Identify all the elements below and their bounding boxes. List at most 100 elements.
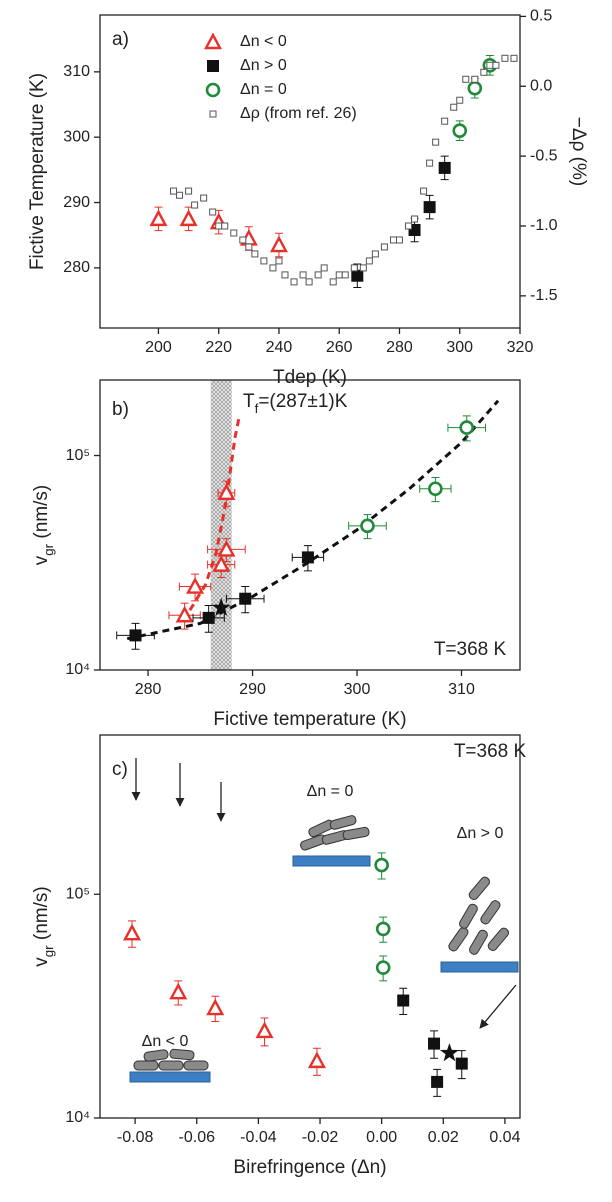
legend-marker [205, 82, 221, 98]
x-tick-label: -0.04 [240, 1129, 277, 1146]
triangle-marker [123, 923, 142, 941]
x-tick-label: 310 [448, 681, 475, 698]
legend-label: Δn = 0 [240, 81, 287, 98]
x-tick-label: 290 [239, 681, 266, 698]
circle-marker [375, 960, 391, 975]
square-marker [428, 1037, 441, 1050]
y2-tick-label: -1.0 [530, 217, 558, 234]
y-tick-label: 280 [63, 259, 90, 276]
label: vgr (nm/s) [31, 886, 56, 966]
small-square-marker [170, 187, 178, 195]
panel-label: b) [112, 399, 129, 420]
x-tick-label: 300 [446, 339, 473, 356]
legend-label: Δn > 0 [240, 57, 287, 74]
triangle-marker [206, 998, 225, 1016]
small-square-marker [275, 257, 283, 265]
small-square-marker [329, 278, 337, 286]
small-square-marker [215, 222, 223, 230]
triangle-marker [255, 1021, 274, 1039]
square-marker [351, 269, 364, 282]
small-square-marker [486, 61, 494, 69]
small-square-marker [380, 243, 388, 251]
label-part: gr [41, 543, 56, 555]
label-part: (nm/s) [31, 485, 52, 544]
circle-marker [375, 921, 391, 937]
small-square-marker [359, 264, 367, 272]
triangle-marker [269, 235, 288, 253]
x-tick-label: 0.00 [366, 1129, 397, 1146]
y-tick-label: 290 [63, 194, 90, 211]
small-square-marker [405, 222, 413, 230]
star-marker [439, 1043, 459, 1062]
small-square-marker [191, 201, 199, 209]
x-tick-label: 260 [326, 339, 353, 356]
x-tick-label: -0.02 [302, 1129, 339, 1146]
small-square-marker [450, 103, 458, 111]
small-square-marker [510, 54, 518, 62]
small-square-marker [411, 215, 419, 223]
small-square-marker [185, 187, 193, 195]
label-part: v [31, 957, 52, 967]
small-square-marker [420, 187, 428, 195]
fit-line [188, 417, 241, 611]
x-tick-label: 320 [507, 339, 534, 356]
arrows [131, 758, 517, 1029]
small-square-marker [389, 236, 397, 244]
y-tick-label: 10⁵ [66, 447, 90, 464]
label-part: =(287±1)K [258, 391, 347, 412]
x-tick-label: 300 [344, 681, 371, 698]
inset-label: Δn > 0 [457, 825, 504, 842]
x-tick-label: 200 [145, 339, 172, 356]
y-tick-label: 310 [63, 63, 90, 80]
square-marker [301, 551, 314, 564]
small-square-marker [260, 257, 268, 265]
inset-label: Δn < 0 [142, 1033, 189, 1050]
small-square-marker [281, 271, 289, 279]
small-square-marker [314, 271, 322, 279]
small-square-marker [239, 236, 247, 244]
label-part: f [255, 401, 259, 416]
label-part: T [243, 391, 255, 412]
circle-marker [360, 518, 375, 534]
circle-marker [459, 420, 475, 435]
x-tick-label: 280 [135, 681, 162, 698]
inset-drawings [129, 815, 519, 1083]
legend-marker [203, 32, 223, 50]
small-square-marker [299, 271, 307, 279]
small-square-marker [251, 250, 259, 258]
square-marker [397, 994, 410, 1007]
triangle-marker [307, 1051, 326, 1069]
label: Tf=(287±1)K [243, 391, 348, 416]
triangle-marker [179, 209, 198, 227]
small-square-marker [432, 138, 440, 146]
band [210, 380, 232, 670]
small-square-marker [230, 229, 238, 237]
triangle-marker [212, 555, 231, 572]
y2-tick-label: 0.5 [530, 8, 552, 25]
x-axis-label: Birefringence (Δn) [233, 1157, 386, 1178]
circle-marker [374, 857, 389, 873]
square-marker [423, 201, 436, 214]
square-marker [431, 1075, 444, 1088]
panel-label: c) [112, 759, 128, 780]
condition: T=368 K [434, 639, 507, 660]
y-tick-label: 10⁴ [65, 1109, 90, 1126]
y2-tick-label: 0.0 [530, 77, 552, 94]
small-square-marker [341, 271, 349, 279]
small-square-marker [471, 75, 479, 83]
small-square-marker [480, 68, 488, 76]
small-square-marker [209, 208, 217, 216]
y2-axis-label: −Δρ (%) [568, 117, 589, 186]
small-square-marker [176, 191, 184, 199]
x-axis-label: Tdep (K) [273, 367, 347, 388]
triangle-marker [175, 605, 194, 623]
small-square-marker [371, 250, 379, 258]
y-tick-label: 10⁵ [66, 885, 90, 902]
small-square-marker [245, 243, 253, 251]
x-tick-label: -0.08 [117, 1129, 154, 1146]
small-square-marker [305, 278, 313, 286]
circle-marker [428, 481, 443, 497]
small-square-marker [320, 264, 328, 272]
small-square-marker [456, 96, 464, 104]
triangle-marker [217, 539, 236, 557]
